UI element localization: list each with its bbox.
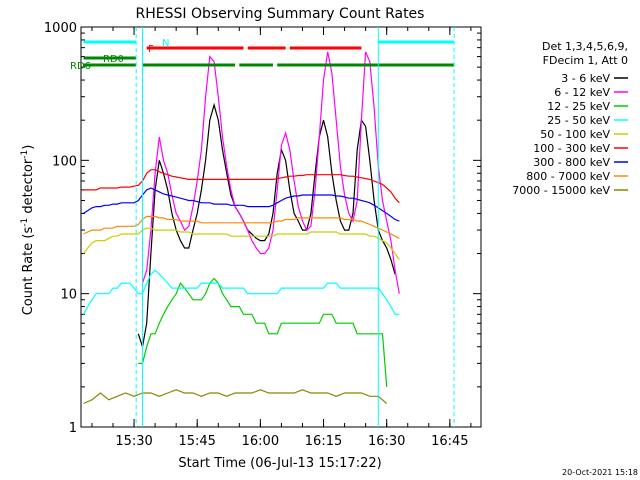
y-tick-label: 1 (69, 421, 77, 436)
legend-entry-label: 3 - 6 keV (561, 72, 610, 85)
series-line-2 (138, 277, 388, 387)
series-line-1 (141, 51, 400, 294)
legend: Det 1,3,4,5,6,9,FDecim 1, Att 0 3 - 6 keV… (512, 40, 628, 197)
legend-entry-label: 7000 - 15000 keV (512, 184, 610, 197)
y-axis-label-sup: -1 (20, 218, 30, 227)
state-label-rd6: RD6 (70, 61, 91, 72)
y-axis-label-tail: detector (21, 158, 36, 218)
legend-entry-label: 50 - 100 keV (540, 128, 610, 141)
legend-entry-label: 6 - 12 keV (554, 86, 610, 99)
chart-title: RHESSI Observing Summary Count Rates (136, 6, 425, 22)
x-tick-label: 15:30 (115, 434, 152, 449)
y-axis-label-main: Count Rate (s (21, 227, 36, 316)
series-line-3 (82, 269, 400, 315)
y-axis-label-end: ) (21, 145, 36, 150)
legend-entry-label: 100 - 300 keV (533, 142, 610, 155)
x-tick-label: 16:15 (305, 434, 342, 449)
y-tick-label: 100 (52, 154, 77, 169)
legend-entry-label: 12 - 25 keV (547, 100, 610, 113)
x-axis-label: Start Time (06-Jul-13 15:17:22) (178, 456, 381, 471)
series-line-6 (83, 187, 400, 222)
legend-header-line: Det 1,3,4,5,6,9, (542, 40, 628, 53)
y-axis-label: Count Rate (s-1 detector-1) (20, 145, 36, 316)
legend-header-line: FDecim 1, Att 0 (543, 54, 628, 67)
series-line-8 (83, 389, 388, 405)
vlines-layer (135, 27, 455, 427)
x-tick-label: 16:00 (242, 434, 279, 449)
state-label-f: F (148, 44, 154, 55)
y-axis-label-sup2: -1 (20, 150, 30, 159)
axes: 1 10 100 1000 15:30 15:45 16:00 16:15 16:30 16:45 (44, 21, 482, 449)
legend-entry-label: 25 - 50 keV (547, 114, 610, 127)
state-label-rd0: RD0 (103, 54, 124, 65)
state-label-n: N (162, 38, 169, 49)
x-tick-label: 16:30 (368, 434, 405, 449)
series-line-0 (137, 102, 396, 347)
legend-entry-label: 800 - 7000 keV (526, 170, 610, 183)
y-tick-label: 1000 (44, 21, 77, 36)
x-tick-label: 16:45 (431, 434, 468, 449)
state-bars-layer: NF RD0 RD6 (70, 38, 455, 72)
legend-entry-label: 300 - 800 keV (533, 156, 610, 169)
y-tick-label: 10 (60, 288, 77, 303)
timestamp: 20-Oct-2021 15:18 (562, 468, 638, 477)
x-tick-label: 15:45 (178, 434, 215, 449)
series-line-5 (83, 169, 400, 204)
